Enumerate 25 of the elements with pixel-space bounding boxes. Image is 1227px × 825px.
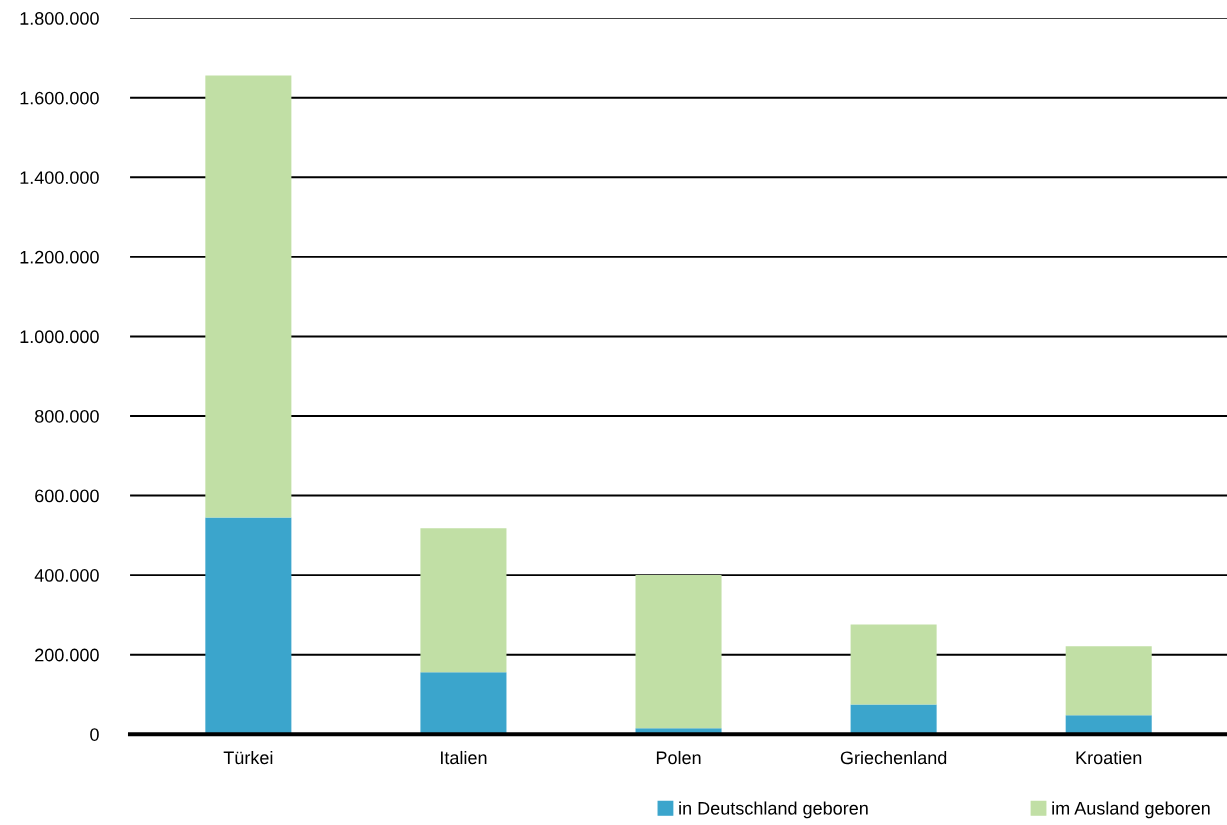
x-tick-label: Italien bbox=[441, 750, 487, 765]
y-tick-label: 1.200.000 bbox=[20, 250, 99, 264]
y-tick-label: 1.000.000 bbox=[20, 330, 99, 344]
x-tick-label: Türkei bbox=[223, 750, 273, 765]
bar bbox=[635, 575, 722, 729]
y-tick-label: 1.600.000 bbox=[20, 91, 99, 105]
y-tick-label: 200.000 bbox=[35, 648, 99, 662]
x-tick-label: Kroatien bbox=[1076, 750, 1142, 765]
y-tick-label: 800.000 bbox=[35, 409, 99, 423]
bar bbox=[1065, 646, 1152, 716]
legend-label: im Ausland geboren bbox=[1052, 801, 1210, 819]
bar bbox=[205, 517, 292, 735]
y-tick-label: 400.000 bbox=[34, 569, 99, 582]
y-tick-label: 600.000 bbox=[35, 489, 99, 503]
y-tick-label: 1.400.000 bbox=[20, 171, 99, 184]
bar bbox=[420, 528, 507, 673]
bar bbox=[850, 624, 937, 705]
bar bbox=[420, 672, 507, 735]
x-tick-label: Griechenland bbox=[840, 750, 947, 765]
legend-label: in Deutschland geboren bbox=[679, 801, 868, 819]
bar bbox=[850, 704, 937, 735]
x-tick-label: Polen bbox=[656, 750, 701, 765]
y-tick-label: 1.800.000 bbox=[20, 12, 99, 25]
y-tick-label: 0 bbox=[90, 728, 99, 741]
bar bbox=[205, 75, 292, 518]
